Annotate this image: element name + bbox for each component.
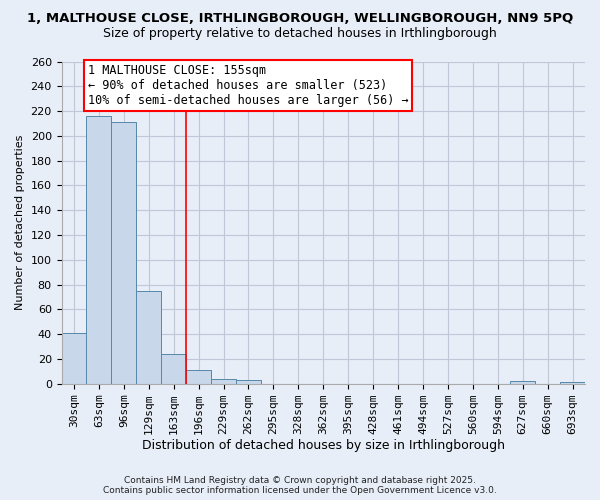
- Bar: [62, 333, 86, 384]
- Bar: [560, 382, 585, 384]
- Bar: [86, 116, 112, 384]
- X-axis label: Distribution of detached houses by size in Irthlingborough: Distribution of detached houses by size …: [142, 440, 505, 452]
- Text: 1 MALTHOUSE CLOSE: 155sqm
← 90% of detached houses are smaller (523)
10% of semi: 1 MALTHOUSE CLOSE: 155sqm ← 90% of detac…: [88, 64, 409, 107]
- Bar: [136, 291, 161, 384]
- Text: Size of property relative to detached houses in Irthlingborough: Size of property relative to detached ho…: [103, 28, 497, 40]
- Bar: [211, 379, 236, 384]
- Bar: [112, 122, 136, 384]
- Bar: [161, 354, 186, 384]
- Text: Contains HM Land Registry data © Crown copyright and database right 2025.
Contai: Contains HM Land Registry data © Crown c…: [103, 476, 497, 495]
- Y-axis label: Number of detached properties: Number of detached properties: [15, 135, 25, 310]
- Bar: [236, 380, 261, 384]
- Bar: [186, 370, 211, 384]
- Bar: [510, 381, 535, 384]
- Text: 1, MALTHOUSE CLOSE, IRTHLINGBOROUGH, WELLINGBOROUGH, NN9 5PQ: 1, MALTHOUSE CLOSE, IRTHLINGBOROUGH, WEL…: [27, 12, 573, 26]
